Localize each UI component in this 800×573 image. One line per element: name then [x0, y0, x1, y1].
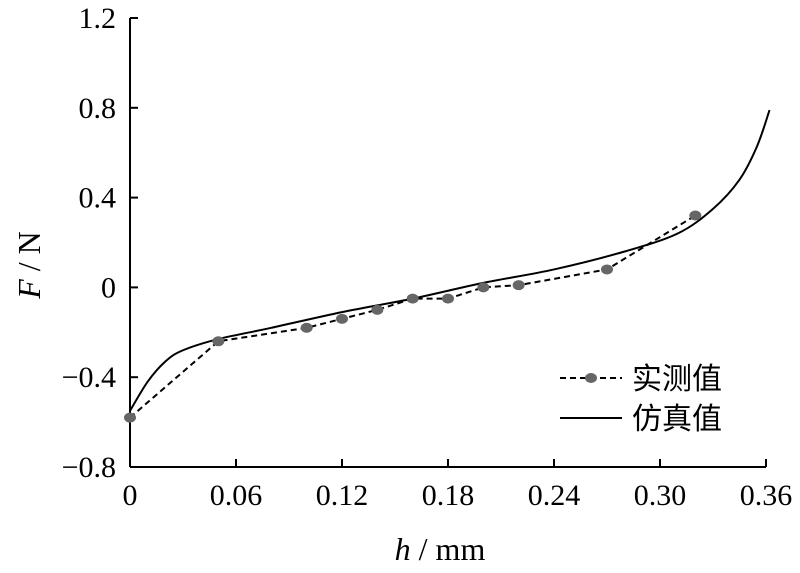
y-axis-unit: / N	[11, 231, 47, 271]
x-tick-label: 0.12	[316, 479, 369, 512]
series-line-measured	[129, 214, 696, 419]
measured-point	[212, 336, 225, 347]
y-tick-label: −0.4	[62, 361, 116, 394]
measured-point	[442, 293, 454, 304]
x-axis-unit: / mm	[419, 531, 486, 567]
measured-point	[300, 322, 313, 333]
y-tick-label: −0.8	[62, 451, 116, 484]
y-tick-label: 1.2	[79, 2, 117, 35]
x-tick-label: 0.18	[422, 479, 475, 512]
y-axis-title: F / N	[11, 231, 47, 300]
measured-point	[477, 282, 490, 293]
measured-point	[124, 412, 136, 423]
measured-point	[689, 210, 702, 221]
x-axis-symbol: h	[395, 531, 411, 567]
x-tick-label: 0.30	[634, 479, 687, 512]
y-tick-label: 0.8	[79, 92, 117, 125]
y-axis-symbol: F	[11, 279, 47, 300]
axes: −0.8 −0.4 0 0.4 0.8 1.2 0 0.06 0.12 0.18 0.24 0.30 0…	[62, 2, 793, 512]
y-tick-label: 0	[101, 271, 116, 304]
series-layer	[124, 109, 771, 423]
x-tick-label: 0.06	[210, 479, 263, 512]
measured-point	[371, 304, 384, 315]
legend-label-simulated: 仿真值	[632, 403, 722, 436]
x-tick-label: 0	[123, 479, 138, 512]
x-tick-label: 0.24	[528, 479, 581, 512]
x-axis-title: h / mm	[395, 531, 486, 567]
measured-point	[336, 313, 348, 324]
x-tick-label: 0.36	[740, 479, 793, 512]
y-tick-label: 0.4	[79, 182, 117, 215]
series-line-simulated	[129, 109, 771, 412]
measured-point	[512, 280, 525, 291]
measured-point	[601, 264, 613, 275]
legend-label-measured: 实测值	[632, 363, 722, 396]
measured-point	[406, 293, 419, 304]
legend-marker-measured	[585, 373, 597, 383]
